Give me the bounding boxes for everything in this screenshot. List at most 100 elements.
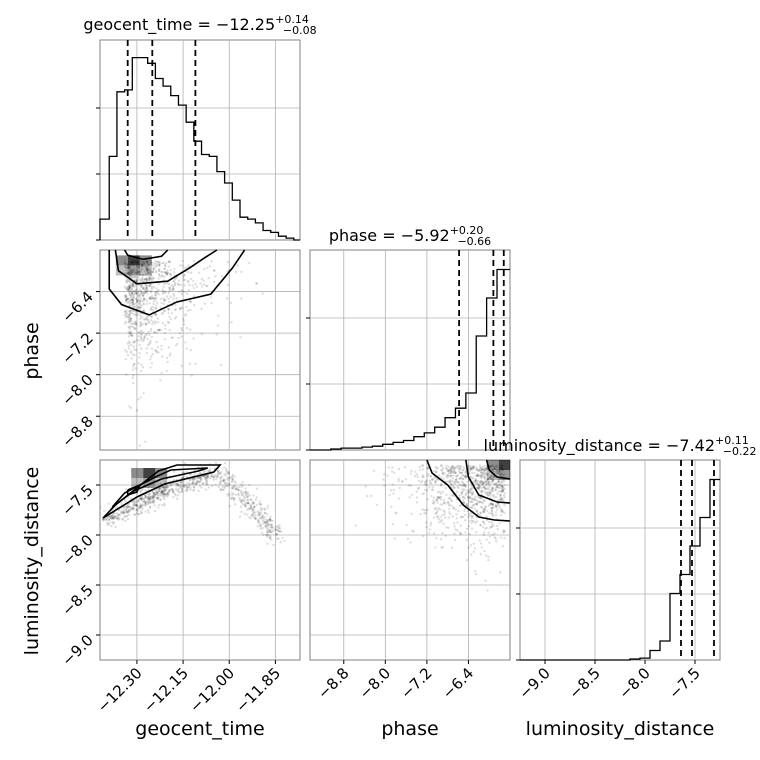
sample-point	[192, 481, 195, 484]
sample-point	[412, 530, 415, 533]
sample-point	[144, 317, 148, 320]
sample-point	[433, 507, 437, 511]
scatter-phase-luminosity-distance	[354, 460, 510, 592]
sample-point	[482, 520, 486, 524]
sample-point	[146, 267, 149, 271]
sample-point	[239, 489, 243, 493]
sample-point	[196, 476, 199, 480]
sample-point	[145, 277, 149, 280]
density-cell	[155, 478, 168, 488]
sample-point	[491, 478, 495, 482]
sample-point	[200, 307, 203, 311]
sample-point	[136, 265, 140, 268]
sample-point	[132, 296, 136, 300]
sample-point	[474, 478, 478, 481]
sample-point	[472, 503, 475, 507]
sample-point	[470, 477, 473, 481]
sample-point	[231, 485, 234, 488]
sample-point	[243, 512, 246, 515]
sample-point	[464, 477, 467, 480]
sample-point	[495, 465, 498, 469]
sample-point	[146, 269, 150, 273]
sample-point	[416, 475, 419, 479]
sample-point	[132, 326, 135, 330]
sample-point	[460, 491, 463, 495]
sample-point	[129, 280, 133, 284]
sample-point	[155, 491, 159, 495]
sample-point	[175, 315, 178, 319]
sample-point	[226, 270, 229, 273]
sample-point	[247, 502, 250, 505]
sample-point	[499, 571, 502, 574]
sample-point	[144, 284, 148, 288]
sample-point	[460, 480, 464, 484]
sample-point	[417, 479, 421, 483]
sample-point	[252, 512, 255, 515]
sample-point	[474, 502, 478, 505]
sample-point	[185, 305, 188, 309]
sample-point	[481, 520, 485, 524]
sample-point	[146, 264, 150, 267]
sample-point	[462, 468, 465, 471]
sample-point	[439, 503, 442, 506]
sample-point	[167, 307, 170, 311]
sample-point	[475, 468, 479, 471]
sample-point	[466, 496, 470, 499]
ytick-label-phase-3: −6.4	[58, 288, 96, 326]
sample-point	[245, 513, 249, 516]
sample-point	[436, 510, 439, 514]
sample-point	[152, 297, 156, 300]
sample-point	[391, 523, 395, 526]
sample-point	[486, 589, 489, 592]
sample-point	[263, 521, 267, 524]
sample-point	[478, 464, 482, 467]
sample-point	[161, 492, 164, 495]
sample-point	[122, 512, 125, 515]
sample-point	[495, 505, 498, 508]
sample-point	[471, 500, 474, 504]
sample-point	[476, 482, 479, 485]
sample-point	[454, 471, 457, 475]
sample-point	[138, 273, 142, 276]
sample-point	[142, 322, 145, 326]
sample-point	[163, 502, 166, 506]
sample-point	[485, 467, 489, 470]
sample-point	[144, 277, 147, 281]
sample-point	[125, 269, 128, 272]
scatter-geocent-time-phase	[115, 255, 264, 447]
sample-point	[168, 286, 172, 289]
sample-point	[268, 530, 272, 534]
sample-point	[117, 518, 121, 521]
sample-point	[135, 504, 138, 507]
sample-point	[491, 513, 495, 516]
sample-point	[177, 487, 180, 491]
sample-point	[469, 475, 472, 479]
sample-point	[168, 260, 172, 264]
sample-point	[196, 479, 200, 482]
sample-point	[467, 512, 471, 516]
sample-point	[219, 479, 223, 482]
sample-point	[166, 360, 169, 364]
sample-point	[123, 511, 126, 514]
sample-point	[102, 518, 105, 521]
sample-point	[147, 497, 150, 500]
sample-point	[495, 470, 498, 474]
sample-point	[220, 470, 223, 474]
sample-point	[145, 286, 148, 290]
sample-point	[113, 511, 116, 515]
sample-point	[213, 475, 216, 479]
sample-point	[141, 274, 145, 277]
sample-point	[264, 525, 267, 528]
sample-point	[139, 490, 143, 494]
sample-point	[256, 510, 259, 513]
sample-point	[489, 477, 493, 481]
sample-point	[128, 331, 132, 334]
sample-point	[130, 274, 134, 277]
sample-point	[493, 482, 496, 486]
sample-point	[165, 295, 169, 298]
sample-point	[423, 488, 427, 492]
sample-point	[479, 470, 482, 473]
sample-point	[502, 529, 505, 533]
sample-point	[161, 495, 165, 498]
sample-point	[231, 479, 234, 482]
